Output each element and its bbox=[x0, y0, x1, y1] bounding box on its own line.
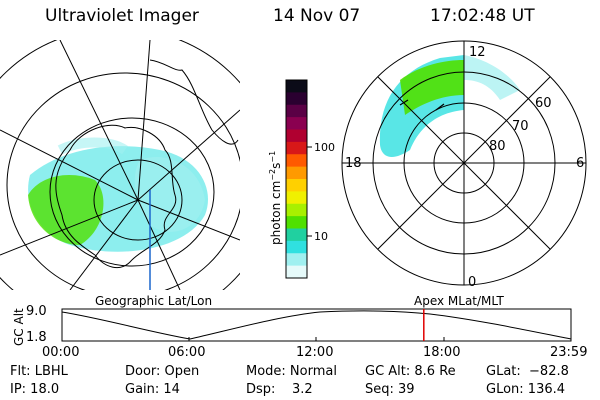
mlt-label-12: 12 bbox=[469, 45, 486, 60]
colorbar-swatch bbox=[286, 166, 307, 180]
colorbar-swatch bbox=[286, 129, 307, 143]
colorbar-swatch bbox=[286, 154, 307, 168]
right-arc-marker bbox=[399, 99, 445, 111]
colorbar-swatch bbox=[286, 253, 307, 267]
status-filter: Flt: LBHL bbox=[10, 364, 68, 379]
altitude-plot bbox=[61, 308, 572, 342]
colorbar-swatch bbox=[286, 240, 307, 254]
status-seq: Seq: 39 bbox=[365, 382, 415, 397]
instrument-title: Ultraviolet Imager bbox=[45, 6, 199, 26]
left-geographic-map bbox=[0, 40, 240, 290]
altitude-ytick-1-8: 1.8 bbox=[26, 330, 47, 345]
colorbar-swatch bbox=[286, 80, 307, 93]
status-gain: Gain: 14 bbox=[125, 382, 180, 397]
left-map-label: Geographic Lat/Lon bbox=[95, 294, 213, 308]
colorbar-swatch bbox=[286, 203, 307, 217]
right-map-label: Apex MLat/MLT bbox=[414, 294, 504, 308]
colorbar-unit-main: photon cm bbox=[269, 180, 283, 245]
altitude-xtick-0600: 06:00 bbox=[168, 345, 206, 360]
colorbar-swatch bbox=[286, 117, 307, 131]
status-mode: Mode: Normal bbox=[246, 364, 337, 379]
mlat-label-70: 70 bbox=[512, 119, 529, 134]
altitude-plot-frame bbox=[61, 308, 572, 342]
left-grid bbox=[0, 40, 240, 290]
colorbar-unit-label: photon cm−2s−1 bbox=[266, 151, 283, 245]
altitude-ytick-9: 9.0 bbox=[26, 304, 47, 319]
colorbar-frame bbox=[285, 79, 308, 279]
colorbar-swatch bbox=[286, 92, 307, 106]
status-dsp: Dsp: 3.2 bbox=[246, 382, 313, 397]
mlat-label-80: 80 bbox=[489, 139, 506, 154]
mlt-label-18: 18 bbox=[345, 156, 362, 171]
altitude-xtick-1800: 18:00 bbox=[423, 345, 461, 360]
status-door: Door: Open bbox=[125, 364, 200, 379]
status-glat: GLat: −82.8 bbox=[486, 364, 569, 379]
left-coastline-north bbox=[149, 59, 239, 145]
altitude-curve bbox=[61, 310, 572, 340]
status-ip: IP: 18.0 bbox=[10, 382, 60, 397]
colorbar bbox=[286, 80, 307, 279]
altitude-ylabel: GC Alt bbox=[12, 308, 26, 346]
colorbar-swatch bbox=[286, 191, 307, 205]
status-gc-alt: GC Alt: 8.6 Re bbox=[365, 364, 456, 379]
colorbar-swatch bbox=[286, 141, 307, 155]
colorbar-ticks bbox=[307, 146, 312, 237]
time-label: 17:02:48 UT bbox=[430, 6, 535, 26]
colorbar-unit-exp2: −1 bbox=[268, 150, 277, 163]
altitude-xtick-1200: 12:00 bbox=[296, 345, 334, 360]
right-grid bbox=[341, 40, 587, 286]
colorbar-swatch bbox=[286, 228, 307, 242]
colorbar-unit-s: s bbox=[269, 162, 283, 169]
mlat-label-60: 60 bbox=[535, 96, 552, 111]
colorbar-swatch bbox=[286, 104, 307, 118]
colorbar-swatch bbox=[286, 216, 307, 230]
altitude-xtick-2359: 23:59 bbox=[550, 345, 588, 360]
mlt-label-0: 0 bbox=[468, 275, 477, 290]
left-coastline bbox=[55, 124, 177, 269]
colorbar-swatch bbox=[286, 179, 307, 192]
colorbar-swatch bbox=[286, 265, 307, 279]
mlt-label-6: 6 bbox=[576, 156, 585, 171]
altitude-plot-ticks bbox=[188, 337, 445, 341]
date-label: 14 Nov 07 bbox=[273, 6, 361, 26]
colorbar-tick-100: 100 bbox=[314, 141, 335, 154]
colorbar-tick-10: 10 bbox=[314, 230, 328, 243]
status-glon: GLon: 136.4 bbox=[486, 382, 566, 397]
altitude-xtick-0000: 00:00 bbox=[42, 345, 80, 360]
right-apex-map bbox=[341, 40, 587, 286]
colorbar-unit-exp1: −2 bbox=[268, 168, 277, 181]
